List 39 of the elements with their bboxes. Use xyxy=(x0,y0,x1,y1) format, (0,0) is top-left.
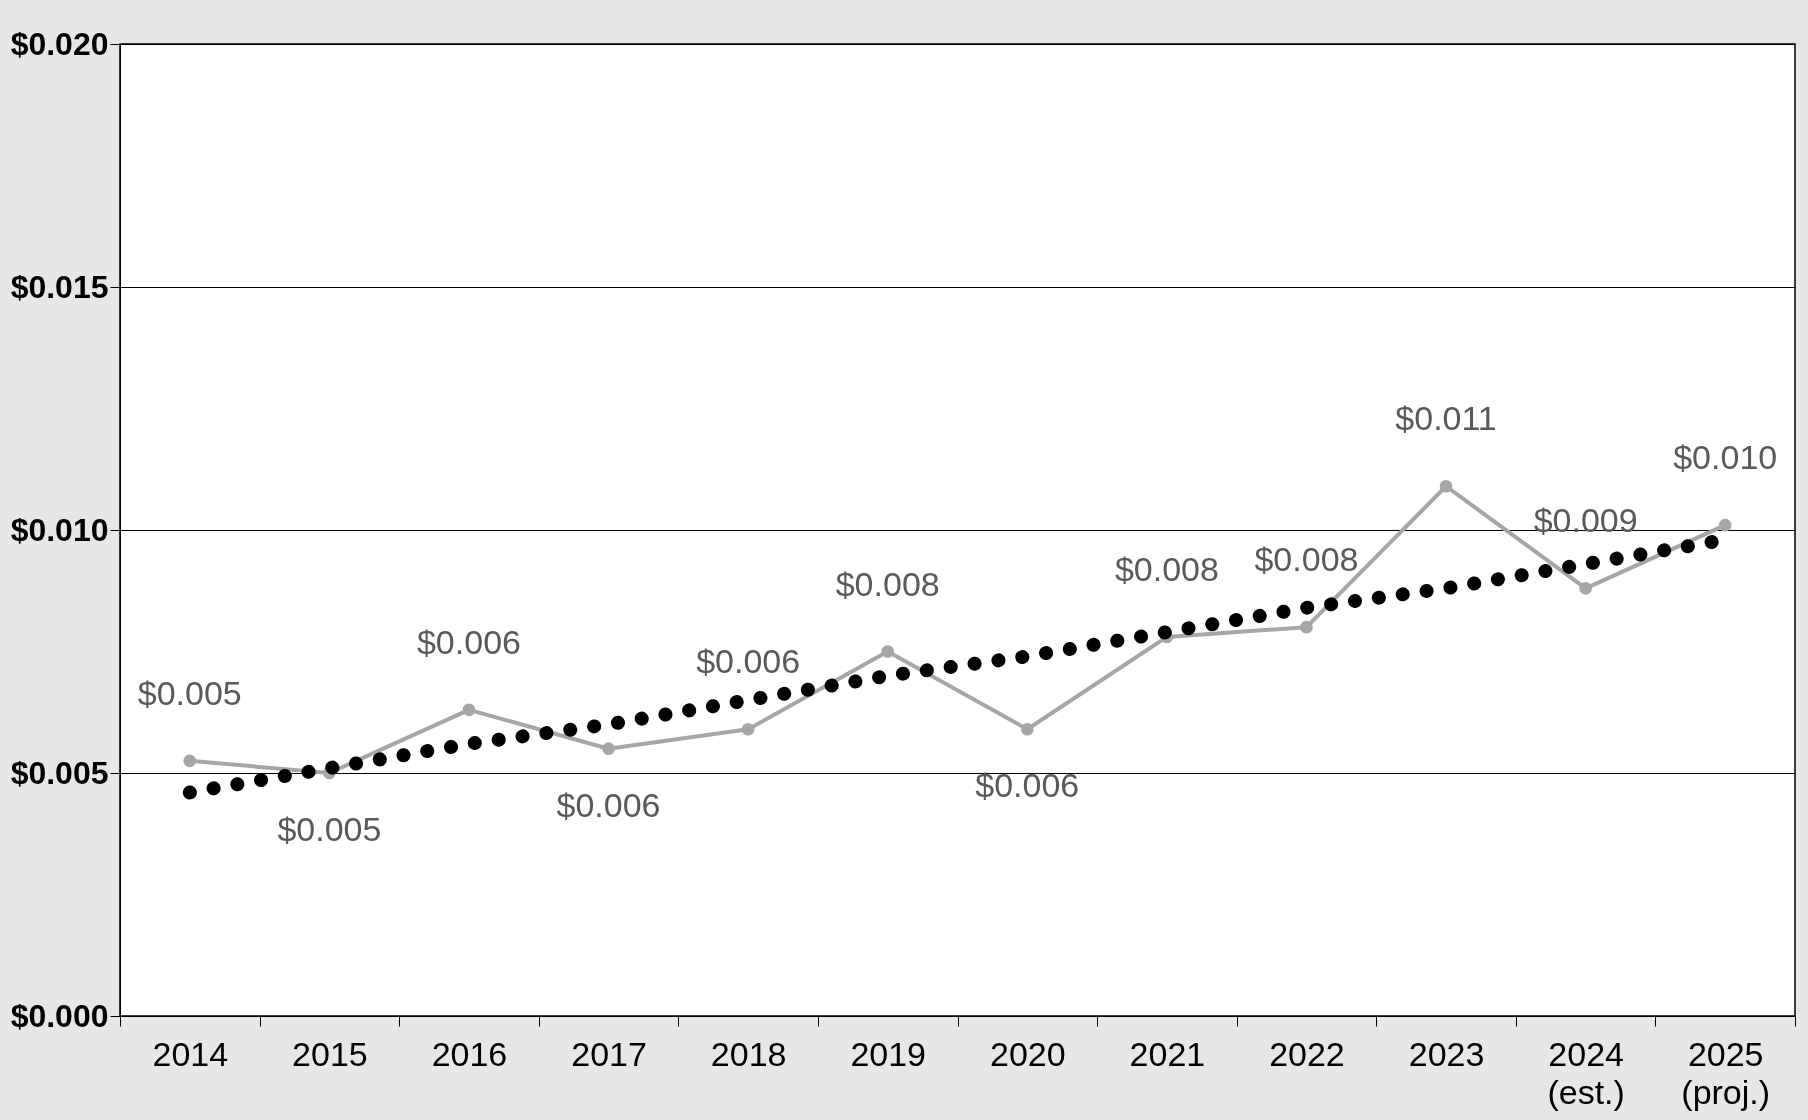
y-tick-label: $0.020 xyxy=(10,25,109,62)
y-tick-label: $0.000 xyxy=(10,997,109,1034)
data-label: $0.008 xyxy=(835,564,940,603)
y-tick-label: $0.010 xyxy=(10,511,109,548)
x-tick-label: 2025 (proj.) xyxy=(1681,1034,1771,1111)
point xyxy=(602,742,615,756)
point xyxy=(741,722,755,736)
point xyxy=(1718,518,1732,532)
x-tick-label: 2014 xyxy=(152,1034,229,1073)
data-label: $0.005 xyxy=(277,810,382,848)
data-label: $0.006 xyxy=(975,766,1080,805)
data-label: $0.006 xyxy=(696,642,801,681)
data-label: $0.005 xyxy=(137,673,242,712)
y-tick-label: $0.015 xyxy=(10,268,109,305)
data-label: $0.009 xyxy=(1533,501,1638,540)
x-tick-label: 2019 xyxy=(850,1034,927,1073)
x-tick-label: 2017 xyxy=(571,1034,647,1073)
x-tick-label: 2021 xyxy=(1129,1034,1206,1073)
y-tick-label: $0.005 xyxy=(10,754,109,791)
x-tick-label: 2016 xyxy=(431,1034,508,1073)
x-tick-label: 2023 xyxy=(1408,1034,1485,1073)
data-label: $0.006 xyxy=(416,622,521,661)
point xyxy=(1439,479,1453,493)
x-tick-label: 2018 xyxy=(710,1034,787,1073)
x-tick-label: 2024 (est.) xyxy=(1547,1034,1625,1111)
x-tick-label: 2015 xyxy=(292,1034,368,1073)
data-label: $0.008 xyxy=(1254,540,1359,579)
point xyxy=(1579,582,1592,595)
point xyxy=(183,754,197,768)
point xyxy=(1020,722,1034,736)
x-tick-label: 2022 xyxy=(1269,1034,1345,1073)
x-tick-label: 2020 xyxy=(989,1034,1066,1073)
data-label: $0.008 xyxy=(1114,549,1219,588)
point xyxy=(462,703,476,717)
point xyxy=(881,645,895,658)
point xyxy=(1300,620,1313,634)
data-label: $0.011 xyxy=(1395,399,1497,438)
data-label: $0.006 xyxy=(556,785,661,824)
data-label: $0.010 xyxy=(1673,438,1778,477)
